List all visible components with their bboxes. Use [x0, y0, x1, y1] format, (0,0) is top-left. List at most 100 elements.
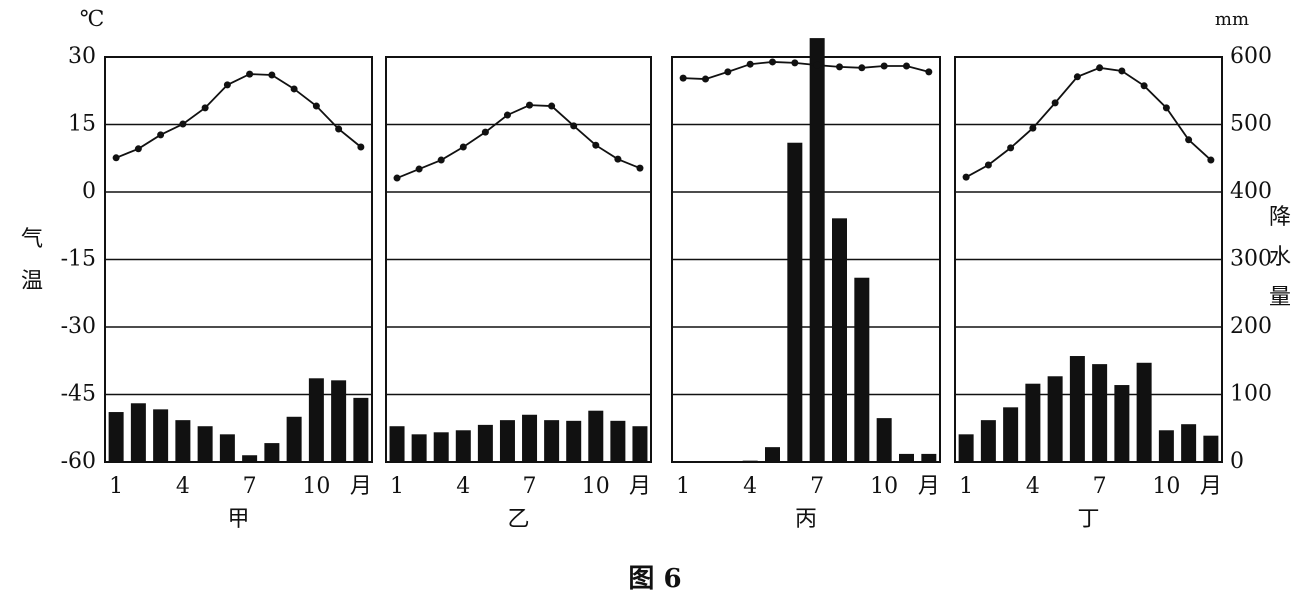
- precipitation-bar: [308, 378, 324, 462]
- temperature-point: [179, 120, 187, 128]
- temperature-point: [526, 101, 534, 109]
- temperature-point: [1007, 144, 1015, 152]
- precipitation-bar: [175, 420, 191, 462]
- temperature-point: [335, 125, 343, 133]
- temperature-point: [1185, 136, 1193, 144]
- precipitation-bar: [197, 426, 213, 462]
- temperature-point: [813, 61, 821, 69]
- x-tick-label: 10: [582, 474, 610, 499]
- temperature-point: [415, 165, 423, 173]
- precipitation-bar: [1181, 424, 1197, 462]
- precipitation-bar: [921, 453, 937, 462]
- precipitation-bar: [610, 420, 626, 462]
- temperature-point: [702, 75, 709, 83]
- x-tick-label: 10: [1152, 474, 1180, 499]
- x-tick-label: 1: [390, 474, 404, 499]
- x-tick-label: 10: [302, 474, 330, 499]
- temperature-point: [903, 62, 910, 70]
- panel-title: 丙: [795, 507, 817, 532]
- temperature-point: [357, 143, 365, 151]
- temperature-point: [724, 68, 732, 76]
- temperature-point: [614, 155, 622, 163]
- precipitation-bar: [1025, 383, 1041, 462]
- temperature-point: [791, 59, 799, 67]
- x-tick-label: 1: [959, 474, 973, 499]
- temperature-point: [858, 64, 866, 72]
- y2-tick-label: 100: [1230, 382, 1272, 407]
- temperature-point: [393, 174, 401, 182]
- temperature-point: [459, 143, 467, 151]
- panel-frame: [671, 56, 941, 463]
- temperature-point: [592, 141, 600, 149]
- precipitation-bar: [1158, 430, 1174, 462]
- precipitation-bar: [588, 410, 604, 462]
- x-tick-label: 月: [918, 474, 940, 499]
- y-tick-label: -60: [61, 449, 96, 474]
- y-tick-label: 15: [68, 112, 96, 137]
- temperature-point: [880, 62, 888, 70]
- y2-axis-title: 量: [1269, 285, 1291, 310]
- y2-tick-label: 400: [1230, 179, 1272, 204]
- precipitation-bar: [433, 432, 449, 462]
- temperature-point: [268, 71, 276, 79]
- precipitation-bar: [544, 420, 560, 462]
- temperature-point: [134, 145, 142, 153]
- precipitation-bar: [219, 434, 235, 462]
- temperature-point: [1140, 82, 1148, 90]
- precipitation-bar: [130, 403, 146, 462]
- precipitation-bar: [899, 453, 914, 462]
- temperature-point: [636, 164, 644, 172]
- temperature-point: [246, 70, 254, 78]
- temperature-point: [201, 104, 209, 112]
- precipitation-bar: [765, 447, 780, 462]
- panel-frame: [954, 56, 1223, 463]
- x-tick-label: 4: [456, 474, 470, 499]
- temperature-point: [1051, 99, 1059, 107]
- precipitation-bar: [242, 455, 258, 462]
- y-tick-label: -45: [61, 382, 96, 407]
- y-axis-title: 温: [21, 269, 43, 294]
- precipitation-bar: [1047, 376, 1063, 462]
- y-axis-title: 气: [21, 227, 43, 252]
- y-tick-label: -15: [61, 247, 96, 272]
- temperature-line: [965, 66, 1212, 178]
- caption: 图 6: [628, 564, 681, 594]
- y2-tick-label: 200: [1230, 314, 1272, 339]
- temperature-point: [1073, 73, 1081, 81]
- y2-unit: mm: [1215, 9, 1249, 30]
- temperature-point: [1207, 156, 1215, 164]
- precipitation-bar: [1069, 356, 1085, 462]
- precipitation-bar: [353, 397, 369, 462]
- x-tick-label: 7: [810, 474, 824, 499]
- temperature-point: [984, 161, 992, 169]
- panel-frame: [104, 56, 373, 463]
- temperature-point: [570, 122, 578, 130]
- temperature-point: [481, 128, 489, 136]
- y2-tick-label: 300: [1230, 247, 1272, 272]
- temperature-line: [683, 61, 930, 80]
- precipitation-bar: [632, 426, 648, 462]
- panel-title: 甲: [227, 507, 249, 532]
- y-unit: ℃: [80, 7, 105, 32]
- precipitation-bar: [809, 38, 825, 462]
- temperature-point: [290, 85, 298, 93]
- temperature-point: [925, 68, 933, 76]
- x-tick-label: 1: [676, 474, 690, 499]
- temperature-point: [112, 154, 120, 162]
- precipitation-bar: [854, 277, 870, 462]
- precipitation-bar: [1003, 407, 1019, 462]
- precipitation-bar: [1092, 364, 1108, 462]
- y-tick-label: -30: [61, 314, 96, 339]
- x-tick-label: 7: [243, 474, 257, 499]
- x-tick-label: 4: [743, 474, 757, 499]
- panel-frame: [385, 56, 652, 463]
- precipitation-bar: [499, 420, 515, 462]
- temperature-line: [115, 73, 362, 159]
- precipitation-bar: [832, 218, 847, 462]
- precipitation-bar: [1136, 362, 1152, 462]
- panel-title: 乙: [507, 507, 529, 532]
- precipitation-bar: [411, 434, 427, 462]
- temperature-point: [962, 173, 970, 181]
- precipitation-bar: [264, 443, 280, 462]
